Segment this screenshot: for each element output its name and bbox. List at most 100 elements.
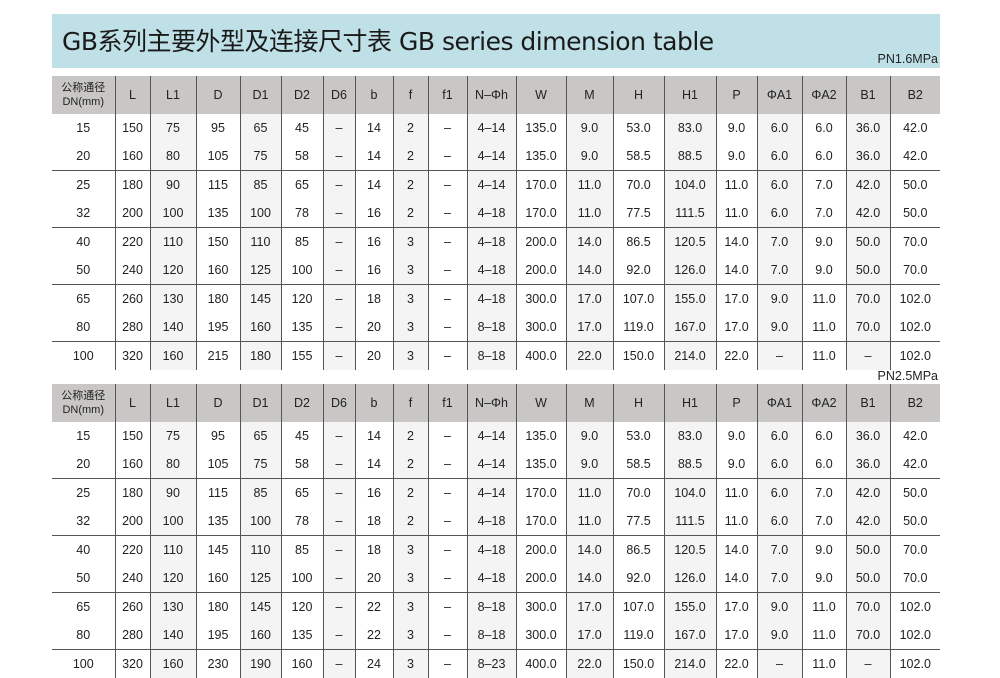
table-cell: 65 bbox=[240, 114, 281, 142]
table-cell: – bbox=[428, 313, 467, 342]
table-cell: 25 bbox=[52, 479, 115, 508]
table-cell: – bbox=[846, 342, 890, 371]
table-cell: 17.0 bbox=[566, 593, 613, 622]
table-cell: 42.0 bbox=[890, 450, 940, 479]
table-cell: 11.0 bbox=[566, 171, 613, 200]
table-cell: 50.0 bbox=[890, 199, 940, 228]
page-title: GB系列主要外型及连接尺寸表 GB series dimension table bbox=[62, 22, 714, 58]
table-cell: 22.0 bbox=[566, 650, 613, 678]
table-cell: 3 bbox=[393, 564, 428, 593]
table-cell: 14.0 bbox=[716, 564, 757, 593]
column-header: B2 bbox=[890, 76, 940, 114]
table-cell: 160 bbox=[240, 621, 281, 650]
table-cell: 8–18 bbox=[467, 593, 516, 622]
table-cell: 200.0 bbox=[516, 256, 566, 285]
table-cell: 135 bbox=[196, 507, 240, 536]
table-cell: 65 bbox=[52, 593, 115, 622]
table-cell: 230 bbox=[196, 650, 240, 678]
table-cell: 85 bbox=[281, 536, 323, 565]
table-cell: 135 bbox=[281, 621, 323, 650]
table-cell: 50.0 bbox=[846, 536, 890, 565]
table-cell: 145 bbox=[240, 593, 281, 622]
table-cell: 20 bbox=[52, 450, 115, 479]
column-header: f bbox=[393, 384, 428, 422]
table-cell: 4–14 bbox=[467, 422, 516, 450]
table-cell: – bbox=[323, 313, 355, 342]
column-header: N–Φh bbox=[467, 76, 516, 114]
table-cell: 150 bbox=[115, 422, 150, 450]
table-cell: – bbox=[428, 593, 467, 622]
table-cell: – bbox=[846, 650, 890, 678]
table-cell: 110 bbox=[150, 228, 196, 257]
table-cell: 140 bbox=[150, 313, 196, 342]
table-cell: 17.0 bbox=[716, 285, 757, 314]
table-cell: 9.0 bbox=[566, 422, 613, 450]
table-cell: – bbox=[323, 650, 355, 678]
table-cell: 160 bbox=[240, 313, 281, 342]
table-cell: 95 bbox=[196, 114, 240, 142]
table-cell: 20 bbox=[52, 142, 115, 171]
column-header: H bbox=[613, 76, 664, 114]
table-cell: 150.0 bbox=[613, 342, 664, 371]
table-cell: 160 bbox=[115, 450, 150, 479]
table-cell: – bbox=[323, 479, 355, 508]
table-cell: 65 bbox=[240, 422, 281, 450]
table-cell: – bbox=[323, 450, 355, 479]
table-cell: 4–18 bbox=[467, 285, 516, 314]
table-cell: 14.0 bbox=[716, 536, 757, 565]
table-cell: 120.5 bbox=[664, 536, 716, 565]
table-cell: 9.0 bbox=[757, 285, 802, 314]
table-cell: 100 bbox=[150, 507, 196, 536]
table-cell: 126.0 bbox=[664, 564, 716, 593]
column-header: D bbox=[196, 384, 240, 422]
table-cell: 180 bbox=[115, 171, 150, 200]
table-cell: 120.5 bbox=[664, 228, 716, 257]
table-cell: 180 bbox=[115, 479, 150, 508]
table-cell: 42.0 bbox=[890, 114, 940, 142]
table-cell: 80 bbox=[150, 142, 196, 171]
table-cell: 22.0 bbox=[716, 342, 757, 371]
table-cell: 100 bbox=[240, 199, 281, 228]
table-cell: 11.0 bbox=[716, 199, 757, 228]
table-cell: 7.0 bbox=[757, 564, 802, 593]
table-cell: 50.0 bbox=[890, 479, 940, 508]
column-header: ΦA2 bbox=[802, 76, 846, 114]
table-cell: 280 bbox=[115, 313, 150, 342]
table-cell: 214.0 bbox=[664, 342, 716, 371]
table-cell: 190 bbox=[240, 650, 281, 678]
column-header: H bbox=[613, 384, 664, 422]
table-cell: 9.0 bbox=[757, 621, 802, 650]
table-cell: 6.0 bbox=[757, 142, 802, 171]
table-cell: 17.0 bbox=[566, 621, 613, 650]
table-cell: 400.0 bbox=[516, 650, 566, 678]
title-banner: GB系列主要外型及连接尺寸表 GB series dimension table bbox=[52, 14, 940, 68]
table-cell: 17.0 bbox=[566, 285, 613, 314]
table-cell: 88.5 bbox=[664, 450, 716, 479]
table-cell: 50.0 bbox=[846, 228, 890, 257]
table-cell: 100 bbox=[52, 650, 115, 678]
table-cell: 300.0 bbox=[516, 313, 566, 342]
table-cell: 150 bbox=[196, 228, 240, 257]
column-header: H1 bbox=[664, 76, 716, 114]
table-cell: 9.0 bbox=[716, 422, 757, 450]
column-header: b bbox=[355, 384, 393, 422]
column-header: L1 bbox=[150, 76, 196, 114]
table-cell: 36.0 bbox=[846, 142, 890, 171]
table-cell: 2 bbox=[393, 507, 428, 536]
table-cell: – bbox=[757, 342, 802, 371]
table-cell: 195 bbox=[196, 313, 240, 342]
table-cell: – bbox=[428, 342, 467, 371]
table-cell: 180 bbox=[196, 593, 240, 622]
table-cell: 83.0 bbox=[664, 422, 716, 450]
table-cell: 75 bbox=[240, 450, 281, 479]
table-cell: 195 bbox=[196, 621, 240, 650]
table-cell: 17.0 bbox=[716, 621, 757, 650]
column-header: P bbox=[716, 384, 757, 422]
table-cell: 17.0 bbox=[716, 593, 757, 622]
